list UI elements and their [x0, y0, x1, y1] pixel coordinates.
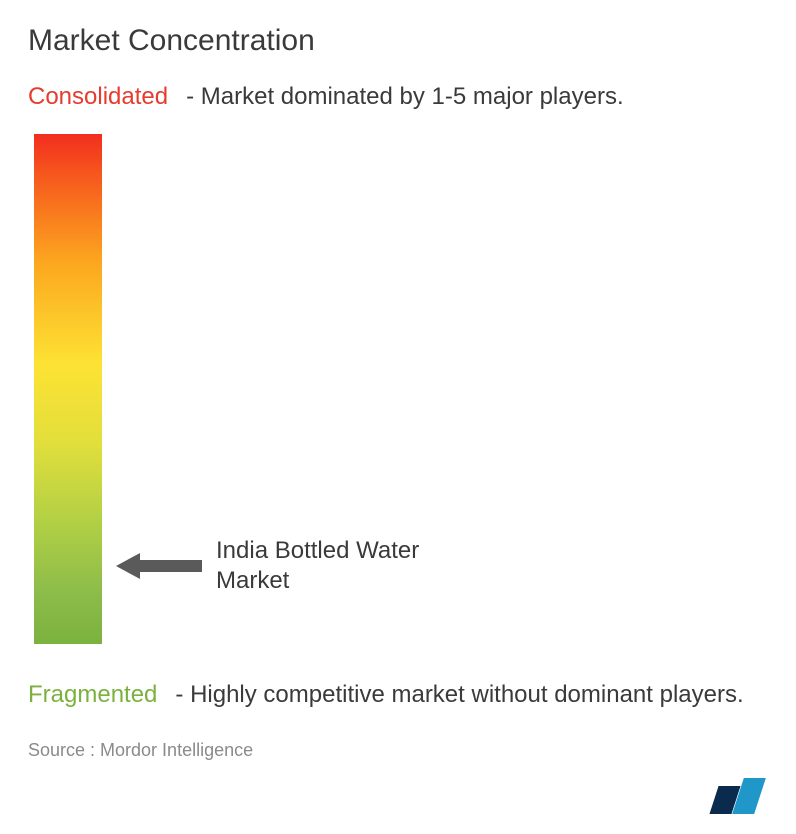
marker-label: India Bottled Water Market [216, 536, 496, 596]
arrow-left-icon [116, 555, 202, 577]
source-text: Source : Mordor Intelligence [28, 740, 768, 761]
consolidated-row: Consolidated - Market dominated by 1-5 m… [28, 82, 768, 112]
consolidated-desc: - Market dominated by 1-5 major players. [186, 82, 624, 112]
market-marker: India Bottled Water Market [116, 536, 496, 596]
brand-logo-icon [708, 778, 772, 814]
gradient-bar [34, 134, 102, 644]
page-title: Market Concentration [28, 24, 768, 58]
concentration-scale: India Bottled Water Market [28, 134, 768, 654]
fragmented-term: Fragmented [28, 681, 157, 709]
fragmented-desc: - Highly competitive market without domi… [175, 680, 743, 710]
consolidated-term: Consolidated [28, 83, 168, 111]
fragmented-row: Fragmented - Highly competitive market w… [28, 680, 768, 710]
